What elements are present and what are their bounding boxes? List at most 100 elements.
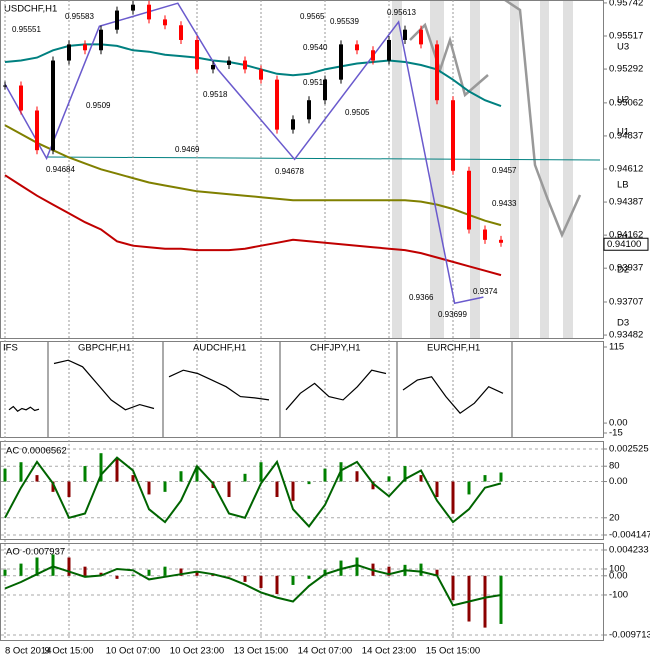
y-tick-label: 0.004233 [609,545,649,556]
y-tick-label: 80 [609,461,620,472]
price-label: 0.94678 [275,167,304,176]
bar [227,481,231,498]
y-tick-label: 0.00 [609,476,628,487]
bar [371,481,375,490]
bar [259,575,263,588]
price-label: 0.9469 [175,145,200,154]
y-tick-label: 0.94387 [609,197,643,208]
chart-title: USDCHF,H1 [4,4,57,15]
x-tick-label: 8 Oct 2014 [5,646,51,657]
price-label: 0.9457 [492,166,517,175]
y-tick-label: 0.00 [609,570,628,581]
y-tick-label: 0.93707 [609,297,643,308]
series-line [8,405,40,412]
legend-label: GBPCHF,H1 [78,343,131,354]
legend-label: AUDCHF,H1 [193,343,246,354]
y-tick-label: 20 [609,512,620,523]
bar [179,568,183,576]
price-label: 0.9518 [203,90,228,99]
y-tick-label: 0.94162 [609,230,643,241]
legend-label: EURCHF,H1 [427,343,480,354]
level-label: LB [617,180,629,191]
x-tick-label: 14 Oct 07:00 [298,646,352,657]
bar [499,575,503,624]
y-tick-label: 0.002525 [609,444,649,455]
bar [307,481,311,485]
bar [83,466,87,482]
bar [387,476,391,482]
bar [19,462,23,482]
price-label: 0.93699 [438,310,467,319]
bar [323,569,327,576]
panel-title: AO -0.007937 [6,547,65,558]
price-label: 0.9374 [473,287,498,296]
x-tick-label: 10 Oct 23:00 [170,646,224,657]
series-line [402,376,504,415]
bar [419,563,423,576]
bar [483,575,487,628]
bar [467,481,471,495]
level-label: U1 [617,127,629,138]
series-line [4,43,502,108]
bar [115,575,119,579]
price-label: 0.9505 [345,108,370,117]
y-tick-label: 0.94612 [609,164,643,175]
bar [35,475,39,482]
bar [99,572,103,576]
bar [163,566,167,576]
bar [451,481,455,514]
bar [195,466,199,482]
price-label: 0.9516 [303,78,328,87]
bar [227,575,231,577]
bar [275,481,279,498]
price-label: 0.9540 [303,43,328,52]
series-line [4,124,502,227]
price-label: 0.9433 [492,199,517,208]
price-label: 0.94684 [46,165,75,174]
bar [355,557,359,576]
bar [51,481,55,492]
y-tick-label: 0.93937 [609,263,643,274]
y-tick-label: -100 [609,589,628,600]
level-label: D2 [617,265,629,276]
x-tick-label: 15 Oct 15:00 [426,646,480,657]
y-tick-label: -0.009713 [609,630,650,641]
bar [243,575,247,582]
y-tick-label: 0.94837 [609,130,643,141]
bar [259,462,263,482]
y-tick-label: 115 [609,342,624,353]
bar [19,563,23,576]
series-line [53,359,155,411]
series-line [168,369,270,401]
price-label: 0.9565 [300,12,325,21]
bar [147,569,151,576]
y-tick-label: 0.93482 [609,330,643,341]
bar [451,575,455,601]
price-label: 0.95539 [330,17,359,26]
legend-label: CHFJPY,H1 [310,343,361,354]
series-line [4,564,502,607]
bar [163,481,167,492]
bar [147,481,151,495]
y-tick-label: 0.95292 [609,64,643,75]
price-label: 0.95551 [12,25,41,34]
level-label: U3 [617,42,629,53]
bar [355,471,359,482]
bar [499,472,503,482]
x-tick-label: 13 Oct 15:00 [234,646,288,657]
price-label: 0.95613 [387,8,416,17]
bar [131,574,135,576]
bar [179,471,183,482]
series-line [4,174,502,277]
bar [67,481,71,498]
last-price-box [603,237,649,251]
level-label: U2 [617,95,629,106]
y-tick-label: 0.95517 [609,31,643,42]
price-label: 0.9509 [86,101,111,110]
forecast-bands [392,0,573,338]
bar [115,458,119,482]
y-tick-label: -15 [609,428,623,439]
bar [291,575,295,585]
bar [3,569,7,576]
